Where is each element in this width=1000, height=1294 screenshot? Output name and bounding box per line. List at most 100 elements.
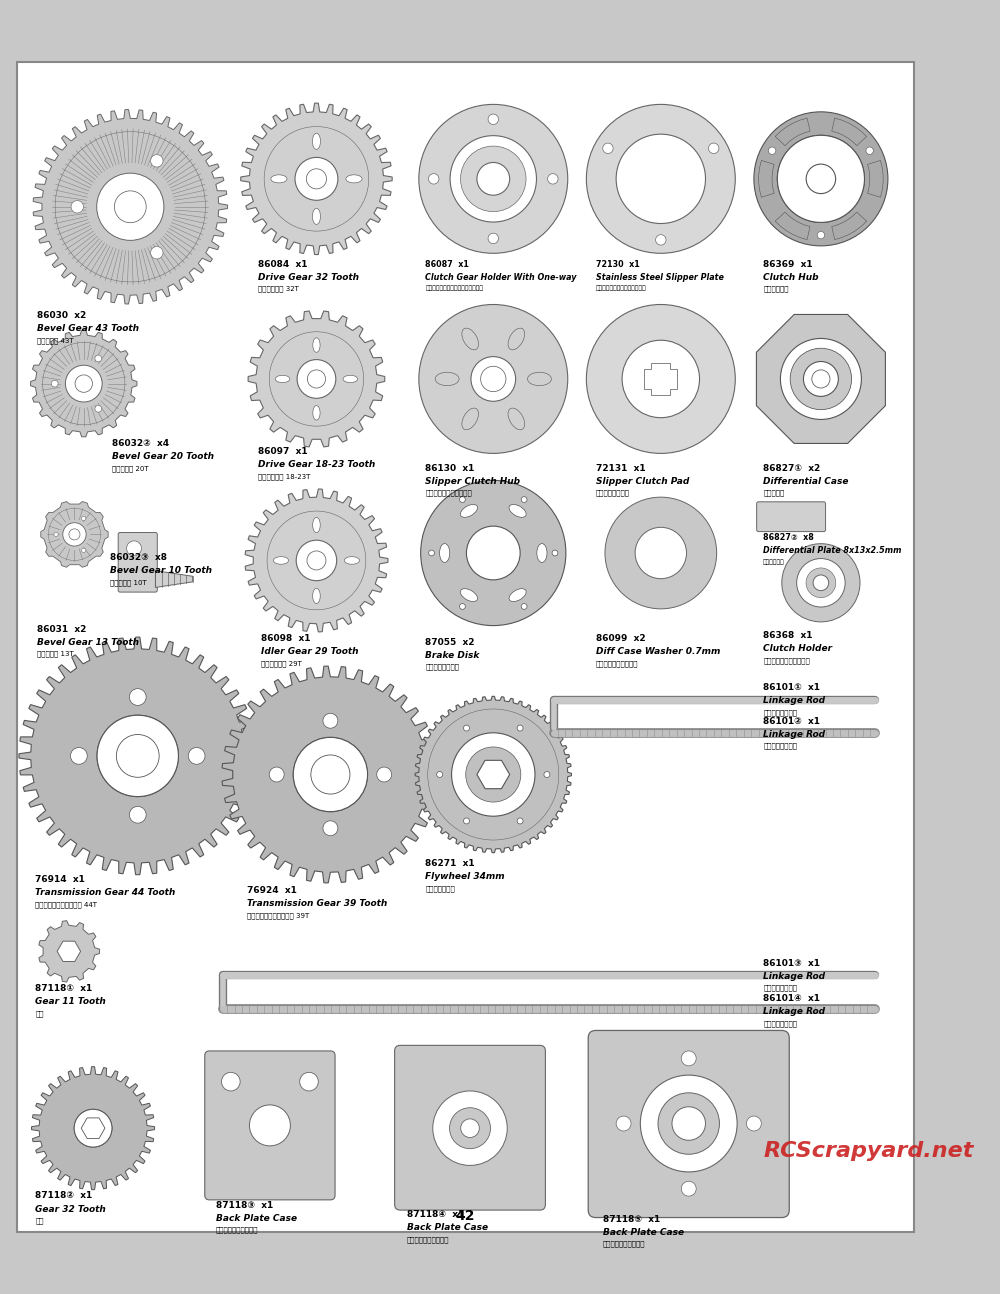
Text: 86827②  x8: 86827② x8: [763, 533, 814, 542]
Circle shape: [466, 527, 520, 580]
Text: フライホイール: フライホイール: [425, 885, 455, 892]
Circle shape: [71, 201, 83, 214]
Text: Drive Gear 18-23 Tooth: Drive Gear 18-23 Tooth: [258, 459, 375, 468]
Text: Bevel Gear 13 Tooth: Bevel Gear 13 Tooth: [37, 638, 139, 647]
Circle shape: [812, 370, 830, 388]
Text: 86827①  x2: 86827① x2: [763, 463, 820, 472]
Text: 87118④  x1: 87118④ x1: [407, 1210, 464, 1219]
Circle shape: [746, 1117, 761, 1131]
Text: クラッチハブ: クラッチハブ: [763, 286, 789, 292]
Polygon shape: [32, 1066, 155, 1189]
Text: リンケージロッド: リンケージロッド: [763, 709, 797, 716]
Circle shape: [803, 361, 838, 396]
Circle shape: [656, 234, 666, 245]
Circle shape: [790, 348, 852, 410]
FancyBboxPatch shape: [118, 533, 157, 593]
Circle shape: [97, 716, 178, 797]
Circle shape: [622, 340, 700, 418]
Ellipse shape: [460, 589, 478, 602]
Text: 87118②  x1: 87118② x1: [35, 1192, 93, 1201]
Circle shape: [780, 339, 861, 419]
Circle shape: [616, 1117, 631, 1131]
Text: ベベルギア 20T: ベベルギア 20T: [112, 466, 148, 472]
Text: ベベルギア 13T: ベベルギア 13T: [37, 651, 74, 657]
Circle shape: [603, 144, 613, 154]
Circle shape: [114, 190, 146, 223]
Circle shape: [681, 1051, 696, 1066]
Circle shape: [69, 529, 80, 540]
Circle shape: [377, 767, 392, 782]
Circle shape: [51, 380, 58, 387]
Ellipse shape: [343, 375, 358, 383]
Circle shape: [48, 509, 101, 560]
Circle shape: [295, 158, 338, 201]
Circle shape: [777, 136, 864, 223]
FancyBboxPatch shape: [205, 1051, 335, 1200]
Circle shape: [672, 1106, 705, 1140]
Polygon shape: [41, 502, 108, 567]
Text: アイドルギヤ 29T: アイドルギヤ 29T: [261, 660, 301, 666]
Circle shape: [293, 738, 368, 811]
Text: Slipper Clutch Hub: Slipper Clutch Hub: [425, 476, 520, 485]
Circle shape: [95, 405, 102, 413]
Circle shape: [297, 360, 336, 399]
Ellipse shape: [440, 543, 450, 563]
Text: Flywheel 34mm: Flywheel 34mm: [425, 872, 505, 881]
Circle shape: [813, 575, 829, 590]
Circle shape: [127, 541, 141, 556]
Circle shape: [866, 148, 873, 154]
Polygon shape: [775, 212, 810, 239]
Text: 86032②  x4: 86032② x4: [112, 440, 169, 449]
Text: スリッパークラッチハブ: スリッパークラッチハブ: [425, 489, 472, 497]
Text: Bevel Gear 43 Tooth: Bevel Gear 43 Tooth: [37, 324, 139, 333]
Circle shape: [605, 497, 717, 609]
Ellipse shape: [313, 338, 320, 352]
Text: Linkage Rod: Linkage Rod: [763, 972, 825, 981]
Text: Transmission Gear 39 Tooth: Transmission Gear 39 Tooth: [247, 899, 387, 908]
Text: Bevel Gear 10 Tooth: Bevel Gear 10 Tooth: [110, 565, 212, 575]
Ellipse shape: [509, 505, 526, 518]
Ellipse shape: [460, 505, 478, 518]
Circle shape: [267, 511, 366, 609]
Circle shape: [517, 725, 523, 731]
Polygon shape: [222, 666, 439, 883]
Text: 87118③  x1: 87118③ x1: [216, 1201, 273, 1210]
Polygon shape: [81, 1118, 105, 1139]
Circle shape: [43, 343, 125, 424]
Circle shape: [797, 559, 845, 607]
Text: Linkage Rod: Linkage Rod: [763, 1007, 825, 1016]
Circle shape: [768, 148, 776, 154]
Circle shape: [437, 771, 443, 778]
Circle shape: [55, 132, 205, 282]
Text: リンケージロッド: リンケージロッド: [763, 743, 797, 749]
Polygon shape: [832, 118, 867, 146]
Ellipse shape: [435, 373, 459, 386]
Circle shape: [450, 1108, 490, 1149]
Circle shape: [806, 164, 836, 194]
Polygon shape: [33, 110, 228, 304]
Text: ギア: ギア: [35, 1011, 44, 1017]
Circle shape: [782, 543, 860, 622]
Circle shape: [548, 173, 558, 184]
Circle shape: [817, 232, 825, 239]
FancyBboxPatch shape: [17, 62, 914, 1232]
Circle shape: [460, 603, 465, 609]
Text: 86101④  x1: 86101④ x1: [763, 994, 820, 1003]
Ellipse shape: [528, 373, 551, 386]
Ellipse shape: [313, 405, 320, 421]
Circle shape: [75, 375, 92, 392]
Ellipse shape: [312, 133, 320, 149]
Circle shape: [586, 304, 735, 453]
Text: ドライブギヤ 32T: ドライブギヤ 32T: [258, 286, 299, 292]
Text: ブレーキディスク: ブレーキディスク: [425, 664, 459, 670]
Circle shape: [806, 568, 836, 598]
Circle shape: [307, 370, 326, 388]
Text: Linkage Rod: Linkage Rod: [763, 730, 825, 739]
Circle shape: [95, 355, 102, 362]
Text: Clutch Holder: Clutch Holder: [763, 644, 832, 653]
Ellipse shape: [508, 329, 525, 349]
Ellipse shape: [462, 329, 479, 349]
Text: デフプレート: デフプレート: [763, 559, 785, 565]
Circle shape: [433, 1091, 507, 1166]
Circle shape: [461, 1119, 479, 1137]
